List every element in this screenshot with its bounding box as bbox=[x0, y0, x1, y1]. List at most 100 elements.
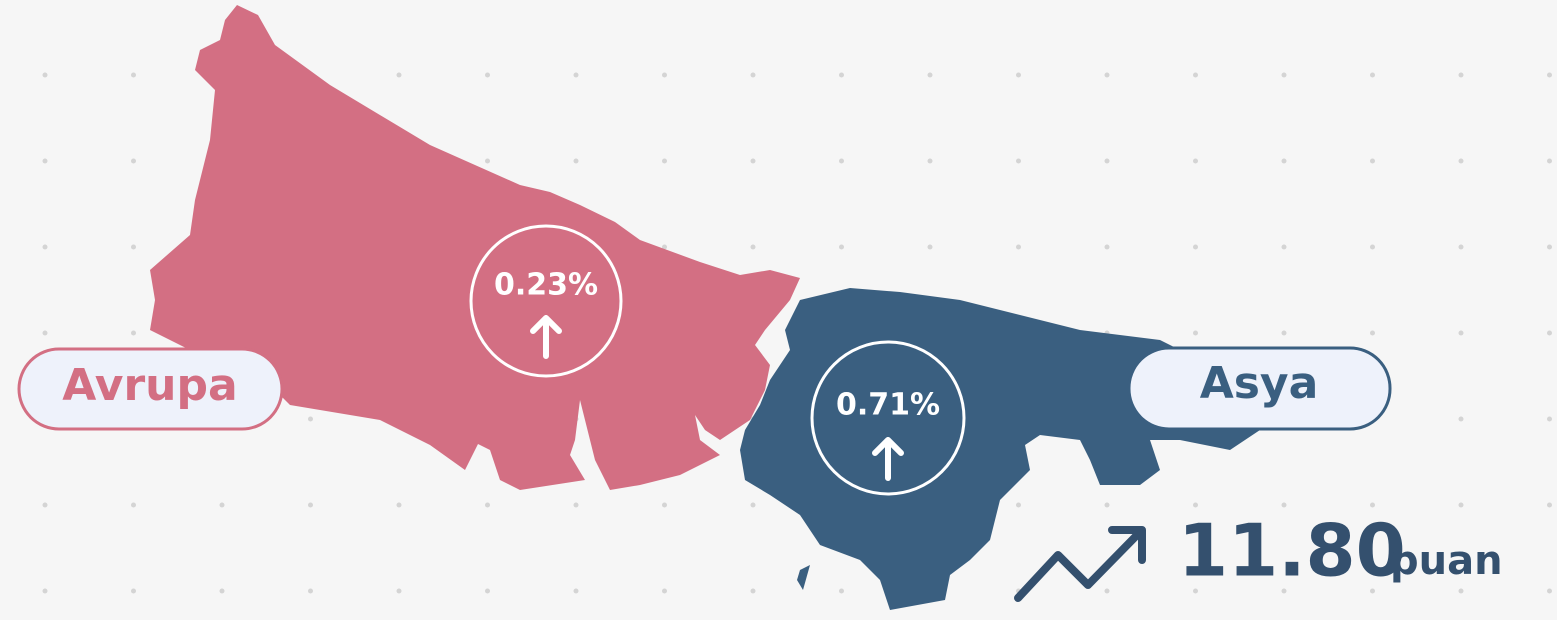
dot bbox=[308, 416, 313, 422]
dot bbox=[1370, 588, 1375, 594]
dot bbox=[927, 158, 933, 164]
trend-icon bbox=[1014, 526, 1146, 602]
dot bbox=[42, 502, 48, 508]
dot bbox=[1104, 588, 1110, 594]
dot bbox=[1104, 244, 1110, 250]
dot bbox=[1193, 72, 1198, 78]
dot bbox=[1458, 158, 1464, 164]
dot bbox=[131, 244, 136, 250]
dot bbox=[839, 72, 844, 78]
dot bbox=[131, 588, 136, 594]
dot bbox=[839, 588, 844, 594]
score-value: 11.80 bbox=[1178, 509, 1406, 593]
dot bbox=[1547, 330, 1552, 336]
dot bbox=[1193, 158, 1198, 164]
dot bbox=[1104, 502, 1110, 508]
dot bbox=[1016, 158, 1021, 164]
dot bbox=[1104, 72, 1110, 78]
dot bbox=[1193, 502, 1198, 508]
dot bbox=[1016, 72, 1021, 78]
dot bbox=[1458, 244, 1464, 250]
region-name: Avrupa bbox=[62, 360, 237, 411]
dot bbox=[927, 72, 933, 78]
dot bbox=[396, 588, 402, 594]
dot bbox=[131, 330, 136, 336]
change-value: 0.23% bbox=[494, 268, 598, 303]
dot bbox=[662, 158, 667, 164]
region-name: Asya bbox=[1200, 358, 1319, 409]
dot bbox=[1458, 72, 1464, 78]
dot bbox=[1370, 502, 1375, 508]
islet bbox=[797, 565, 810, 590]
change-value: 0.71% bbox=[836, 388, 940, 423]
dot bbox=[1547, 244, 1552, 250]
dot bbox=[1281, 244, 1287, 250]
dot bbox=[308, 502, 313, 508]
dot bbox=[1281, 588, 1287, 594]
dot bbox=[927, 244, 933, 250]
dot bbox=[750, 72, 756, 78]
region-asia bbox=[740, 288, 1260, 610]
dot bbox=[42, 244, 48, 250]
dot bbox=[1193, 244, 1198, 250]
dot bbox=[573, 72, 579, 78]
dot bbox=[662, 72, 667, 78]
dot bbox=[750, 244, 756, 250]
score-unit: puan bbox=[1390, 538, 1503, 584]
dot bbox=[308, 588, 313, 594]
dot bbox=[485, 158, 490, 164]
dot bbox=[1104, 158, 1110, 164]
up-arrow bbox=[872, 437, 904, 481]
dot bbox=[1547, 72, 1552, 78]
change-ring bbox=[469, 224, 623, 378]
dot bbox=[573, 158, 579, 164]
dot bbox=[1281, 158, 1287, 164]
dot bbox=[1547, 588, 1552, 594]
dot bbox=[1458, 416, 1464, 422]
dot bbox=[662, 502, 667, 508]
label-pill bbox=[17, 347, 284, 431]
dot bbox=[1370, 244, 1375, 250]
up-arrow bbox=[530, 315, 562, 359]
dot bbox=[396, 502, 402, 508]
dot bbox=[219, 588, 225, 594]
dot bbox=[1547, 416, 1552, 422]
dot bbox=[1370, 158, 1375, 164]
dot bbox=[42, 158, 48, 164]
region-europe bbox=[150, 5, 800, 490]
dot bbox=[42, 588, 48, 594]
dot bbox=[1458, 588, 1464, 594]
label-pill bbox=[1127, 346, 1392, 431]
dot bbox=[750, 588, 756, 594]
dot bbox=[1458, 330, 1464, 336]
dot bbox=[485, 588, 490, 594]
dot bbox=[1193, 588, 1198, 594]
dot bbox=[131, 158, 136, 164]
dot bbox=[1370, 330, 1375, 336]
dot bbox=[662, 588, 667, 594]
dot bbox=[662, 244, 667, 250]
dot bbox=[42, 72, 48, 78]
change-ring bbox=[810, 340, 966, 496]
dot bbox=[1458, 502, 1464, 508]
dot bbox=[131, 502, 136, 508]
dot bbox=[1016, 502, 1021, 508]
dot bbox=[573, 502, 579, 508]
dot bbox=[42, 330, 48, 336]
dot bbox=[750, 158, 756, 164]
dot bbox=[1547, 158, 1552, 164]
dot bbox=[750, 502, 756, 508]
dot bbox=[1016, 244, 1021, 250]
dot bbox=[1281, 502, 1287, 508]
dot bbox=[219, 502, 225, 508]
dot bbox=[1547, 502, 1552, 508]
dot bbox=[131, 72, 136, 78]
dot bbox=[396, 72, 402, 78]
dot bbox=[839, 158, 844, 164]
dot bbox=[839, 244, 844, 250]
dot bbox=[1193, 330, 1198, 336]
dot bbox=[1281, 330, 1287, 336]
dot bbox=[1370, 72, 1375, 78]
dot bbox=[1281, 72, 1287, 78]
